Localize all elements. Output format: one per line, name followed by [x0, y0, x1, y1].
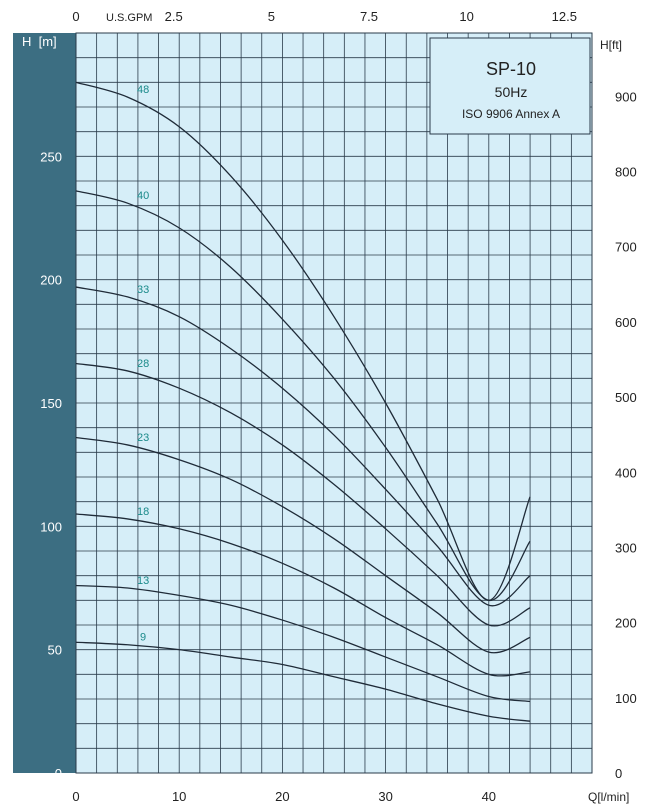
curve-13 [75, 584, 531, 703]
curve-48 [75, 81, 531, 601]
y-tick-label-right: 600 [615, 315, 637, 330]
y-tick-label-right: 400 [615, 465, 637, 480]
top-tick-label: 10 [459, 9, 473, 24]
curve-label-40: 40 [137, 190, 149, 202]
top-tick-label: 2.5 [165, 9, 183, 24]
top-tick-label: 0 [72, 9, 79, 24]
chart-standard: ISO 9906 Annex A [462, 107, 560, 121]
curve-28 [75, 362, 531, 627]
info-box: SP-10 50Hz ISO 9906 Annex A [429, 37, 591, 135]
y-tick-label-left: 200 [40, 273, 62, 288]
y-tick-label-left: 100 [40, 519, 62, 534]
y-tick-label-right: 800 [615, 165, 637, 180]
top-tick-label: 12.5 [552, 9, 577, 24]
top-tick-label: 7.5 [360, 9, 378, 24]
y-tick-label-right: 100 [615, 691, 637, 706]
curve-23 [75, 436, 531, 654]
curve-40 [75, 190, 531, 601]
left-band [13, 33, 76, 773]
curve-33 [75, 286, 531, 607]
y-axis-title-right: H[ft] [600, 38, 622, 52]
y-tick-label-right: 300 [615, 540, 637, 555]
y-axis-title-left: H [m] [22, 34, 57, 49]
y-tick-label-left: 50 [48, 643, 62, 658]
curve-9 [75, 641, 531, 722]
chart-subtitle: 50Hz [495, 84, 528, 100]
curve-label-9: 9 [140, 632, 146, 644]
curve-label-48: 48 [137, 84, 149, 96]
plot-border [75, 32, 593, 774]
y-tick-label-right: 0 [615, 766, 622, 781]
curve-label-28: 28 [137, 358, 149, 370]
curve-label-23: 23 [137, 432, 149, 444]
y-tick-label-right: 200 [615, 616, 637, 631]
chart-title: SP-10 [486, 59, 536, 79]
x-tick-label: 30 [378, 789, 392, 804]
x-tick-label: 10 [172, 789, 186, 804]
x-tick-label: 0 [72, 789, 79, 804]
top-axis-title: U.S.GPM [106, 12, 152, 24]
y-tick-label-left: 250 [40, 149, 62, 164]
curve-label-33: 33 [137, 284, 149, 296]
curves [75, 81, 531, 722]
x-tick-label: 40 [482, 789, 496, 804]
y-tick-label-right: 500 [615, 390, 637, 405]
ticks: 0 10 20 30 400501001502002500100200300400500… [40, 9, 636, 804]
x-tick-label: 20 [275, 789, 289, 804]
curve-18 [75, 513, 531, 677]
y-tick-label-left: 0 [55, 766, 62, 781]
y-tick-label-right: 900 [615, 89, 637, 104]
curve-labels: 48 40 33 28 23 18 13 9 [137, 84, 149, 644]
curve-label-18: 18 [137, 506, 149, 518]
y-tick-label-right: 700 [615, 240, 637, 255]
top-tick-label: 5 [268, 9, 275, 24]
y-tick-label-left: 150 [40, 396, 62, 411]
curve-label-13: 13 [137, 575, 149, 587]
x-axis-title: Q[l/min] [588, 790, 629, 804]
